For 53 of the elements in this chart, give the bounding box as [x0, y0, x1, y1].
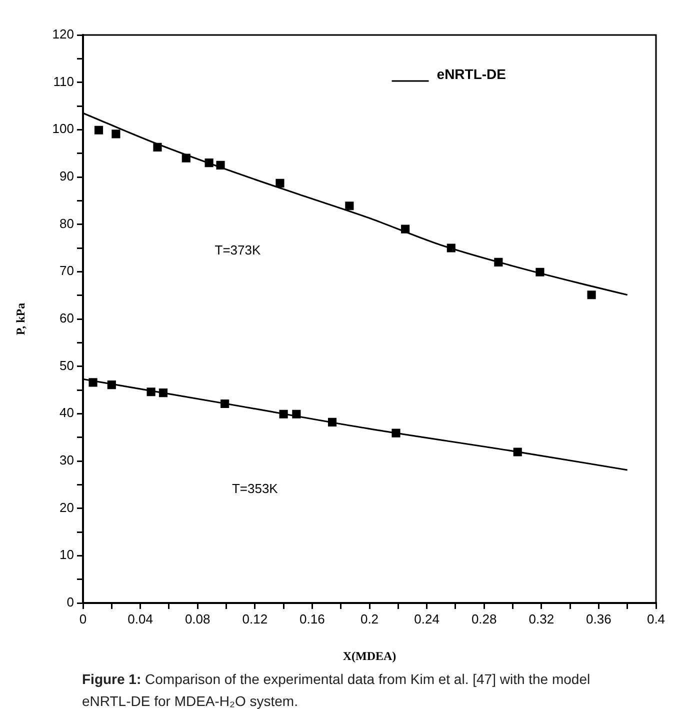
y-tick-label: 60	[60, 310, 74, 326]
x-tick-label: 0.04	[128, 611, 153, 626]
point	[292, 410, 301, 418]
point	[513, 448, 522, 456]
annotation: T=353K	[232, 480, 278, 496]
x-tick-label: 0.4	[646, 611, 666, 626]
x-tick-label: 0.24	[414, 611, 440, 626]
point	[328, 418, 337, 426]
y-tick-label: 100	[52, 121, 74, 136]
point	[446, 244, 456, 252]
point	[112, 130, 120, 138]
point	[182, 154, 190, 162]
y-tick-label: 70	[60, 263, 74, 278]
point	[276, 178, 284, 188]
point	[94, 126, 104, 134]
x-tick-label: 0.2	[360, 611, 379, 626]
point	[494, 258, 503, 266]
y-tick-label: 50	[60, 358, 74, 373]
point	[536, 268, 544, 276]
x-tick-label: 0.08	[184, 611, 210, 626]
y-tick-label: 30	[60, 452, 74, 468]
y-tick-label: 90	[60, 168, 74, 184]
annotation: T=373K	[214, 242, 261, 258]
point	[153, 142, 162, 152]
point	[345, 202, 354, 210]
x-tick-label: 0.12	[242, 611, 268, 626]
point	[401, 224, 410, 234]
point	[88, 378, 98, 387]
y-tick-label: 40	[60, 405, 74, 420]
y-axis-title: P, kPa	[13, 302, 28, 336]
point	[146, 388, 156, 396]
y-tick-label: 0	[66, 594, 74, 610]
y-tick-label: 110	[53, 74, 74, 89]
x-axis-title: X(MDEA)	[342, 648, 396, 663]
legend-label: eNRTL-DE	[436, 66, 506, 82]
point	[107, 380, 116, 390]
point	[158, 388, 168, 398]
x-tick-label: 0.28	[471, 611, 497, 626]
x-tick-label: 0.16	[300, 611, 325, 626]
point	[204, 158, 214, 168]
y-tick-label: 80	[60, 216, 74, 231]
point	[279, 410, 288, 418]
point	[220, 399, 230, 408]
y-tick-label: 120	[52, 26, 74, 42]
caption: Figure 1: Comparison of the experimental data from Kim et al. [47] with the model eNRTL-DE for MDEA-H₂O system.	[82, 670, 592, 709]
x-tick-label: 0.32	[528, 611, 554, 626]
point	[392, 428, 400, 438]
y-tick-label: 10	[60, 547, 74, 562]
x-tick-label: 0.36	[586, 611, 612, 626]
point	[587, 290, 596, 300]
point	[216, 160, 225, 170]
x-tick-label: 0	[79, 611, 87, 626]
y-tick-label: 20	[60, 500, 74, 515]
